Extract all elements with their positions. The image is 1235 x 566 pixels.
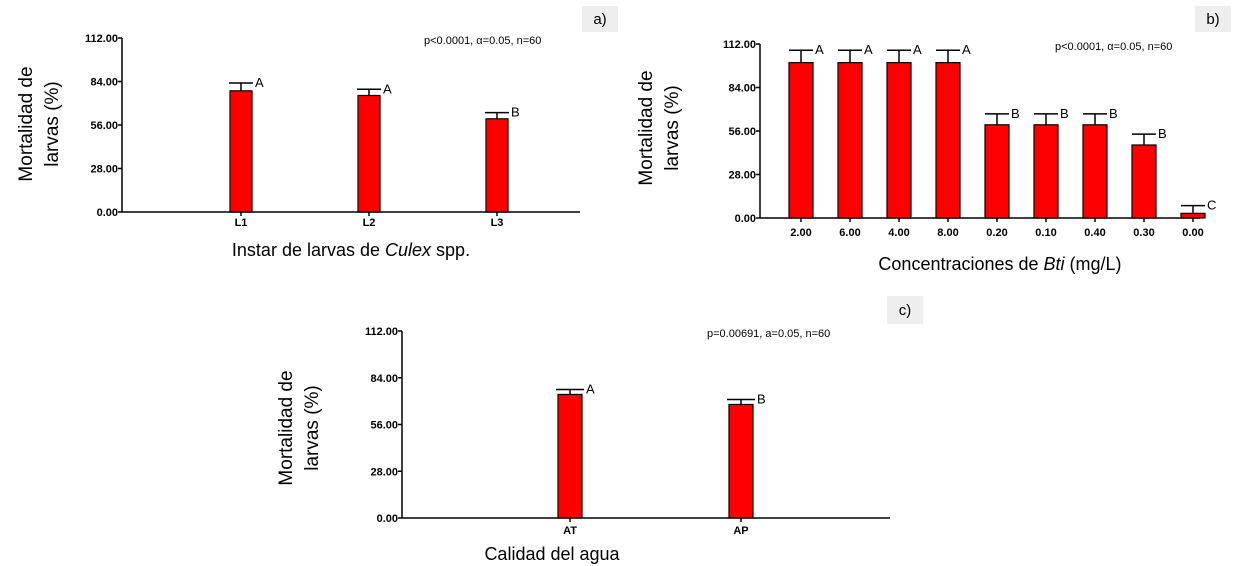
bar <box>1082 124 1108 219</box>
x-tick-label: 2.00 <box>790 227 811 239</box>
significance-letter: B <box>511 105 520 120</box>
y-tick-label: 56.00 <box>370 420 398 432</box>
panel-label: a) <box>593 11 606 28</box>
x-tick-label: 0.00 <box>1182 227 1203 239</box>
significance-letter: A <box>864 42 873 57</box>
x-axis-label-text: Concentraciones de <box>878 254 1043 274</box>
chart-panel-c: 0.00 28.00 56.00 84.00 112.00 A AT B AP Mortalida… <box>276 296 923 564</box>
y-tick-label: 84.00 <box>728 83 756 95</box>
x-axis-label-italic: Culex <box>385 240 432 260</box>
x-tick-label: 0.30 <box>1133 227 1154 239</box>
y-tick-label: 56.00 <box>728 126 756 138</box>
x-tick-label: 0.40 <box>1084 227 1105 239</box>
chart-panel-b: 0.00 28.00 56.00 84.00 112.00 A 2.00 A 6.00 A 4.00… <box>636 6 1231 274</box>
significance-letter: A <box>913 42 922 57</box>
panel-label-box <box>1195 6 1231 32</box>
y-axis-label: Mortalidad de <box>636 70 657 185</box>
panel-label: c) <box>899 302 912 319</box>
y-tick-label: 0.00 <box>377 513 398 525</box>
y-tick-label: 28.00 <box>370 466 398 478</box>
bar <box>984 124 1010 219</box>
significance-letter: C <box>1207 198 1216 213</box>
y-tick-label: 28.00 <box>728 170 756 182</box>
x-axis-label-text: Calidad del agua <box>484 544 620 564</box>
x-tick-label: 6.00 <box>839 227 860 239</box>
bar <box>728 403 754 519</box>
significance-letter: A <box>815 42 824 57</box>
x-tick-label: L3 <box>491 217 504 229</box>
y-axis-label: larvas (%) <box>662 85 683 171</box>
chart-panel-a: 0.00 28.00 56.00 84.00 112.00 A L1 A L2 B L3 Mortal… <box>16 6 618 260</box>
y-tick-label: 84.00 <box>370 373 398 385</box>
bar <box>788 62 814 219</box>
y-tick-label: 112.00 <box>365 326 398 338</box>
y-tick-label: 56.00 <box>90 120 118 132</box>
x-tick-label: AT <box>563 525 577 537</box>
bar <box>886 62 912 219</box>
significance-letter: A <box>383 81 392 96</box>
y-axis-label: larvas (%) <box>302 385 323 471</box>
y-tick-label: 112.00 <box>723 39 756 51</box>
x-tick-label: 4.00 <box>888 227 909 239</box>
significance-letter: A <box>255 75 264 90</box>
stats-annotation: p=0.00691, a=0.05, n=60 <box>707 328 830 340</box>
x-axis-label-text: Instar de larvas de <box>232 240 385 260</box>
bar <box>357 94 381 213</box>
y-tick-label: 0.00 <box>97 207 118 219</box>
significance-letter: B <box>1109 106 1118 121</box>
significance-letter: B <box>1158 126 1167 141</box>
bar <box>935 62 961 219</box>
stats-annotation: p<0.0001, α=0.05, n=60 <box>424 35 541 47</box>
x-tick-label: 0.20 <box>986 227 1007 239</box>
x-axis-label-suffix: spp. <box>431 240 470 260</box>
x-tick-label: 0.10 <box>1035 227 1056 239</box>
x-axis-label: Concentraciones de Bti (mg/L) <box>878 254 1121 274</box>
bar <box>1033 124 1059 219</box>
x-tick-label: L2 <box>363 217 376 229</box>
significance-letter: B <box>1060 106 1069 121</box>
significance-letter: B <box>1011 106 1020 121</box>
x-axis-label-italic: Bti <box>1044 254 1066 274</box>
bar <box>837 62 863 219</box>
significance-letter: A <box>962 42 971 57</box>
stats-annotation: p<0.0001, α=0.05, n=60 <box>1055 41 1172 53</box>
panel-label: b) <box>1206 11 1219 28</box>
y-tick-label: 28.00 <box>90 164 118 176</box>
bar <box>1180 212 1206 219</box>
x-axis-label-suffix: (mg/L) <box>1065 254 1122 274</box>
y-tick-label: 0.00 <box>735 213 756 225</box>
bar <box>485 118 509 213</box>
significance-letter: A <box>586 381 595 396</box>
y-tick-label: 112.00 <box>85 33 118 45</box>
y-axis-label: Mortalidad de <box>16 66 37 181</box>
bar <box>229 90 253 213</box>
x-axis-label: Instar de larvas de Culex spp. <box>232 240 470 260</box>
x-axis-label: Calidad del agua <box>484 544 620 564</box>
y-axis-label: Mortalidad de <box>276 370 297 485</box>
x-tick-label: L1 <box>235 217 248 229</box>
bar <box>557 393 583 519</box>
y-tick-label: 84.00 <box>90 77 118 89</box>
panel-label-box <box>582 6 618 32</box>
panel-label-box <box>887 296 923 324</box>
x-tick-label: AP <box>733 525 748 537</box>
y-axis-label: larvas (%) <box>42 81 63 167</box>
x-tick-label: 8.00 <box>937 227 958 239</box>
significance-letter: B <box>757 391 766 406</box>
bar <box>1131 144 1157 219</box>
